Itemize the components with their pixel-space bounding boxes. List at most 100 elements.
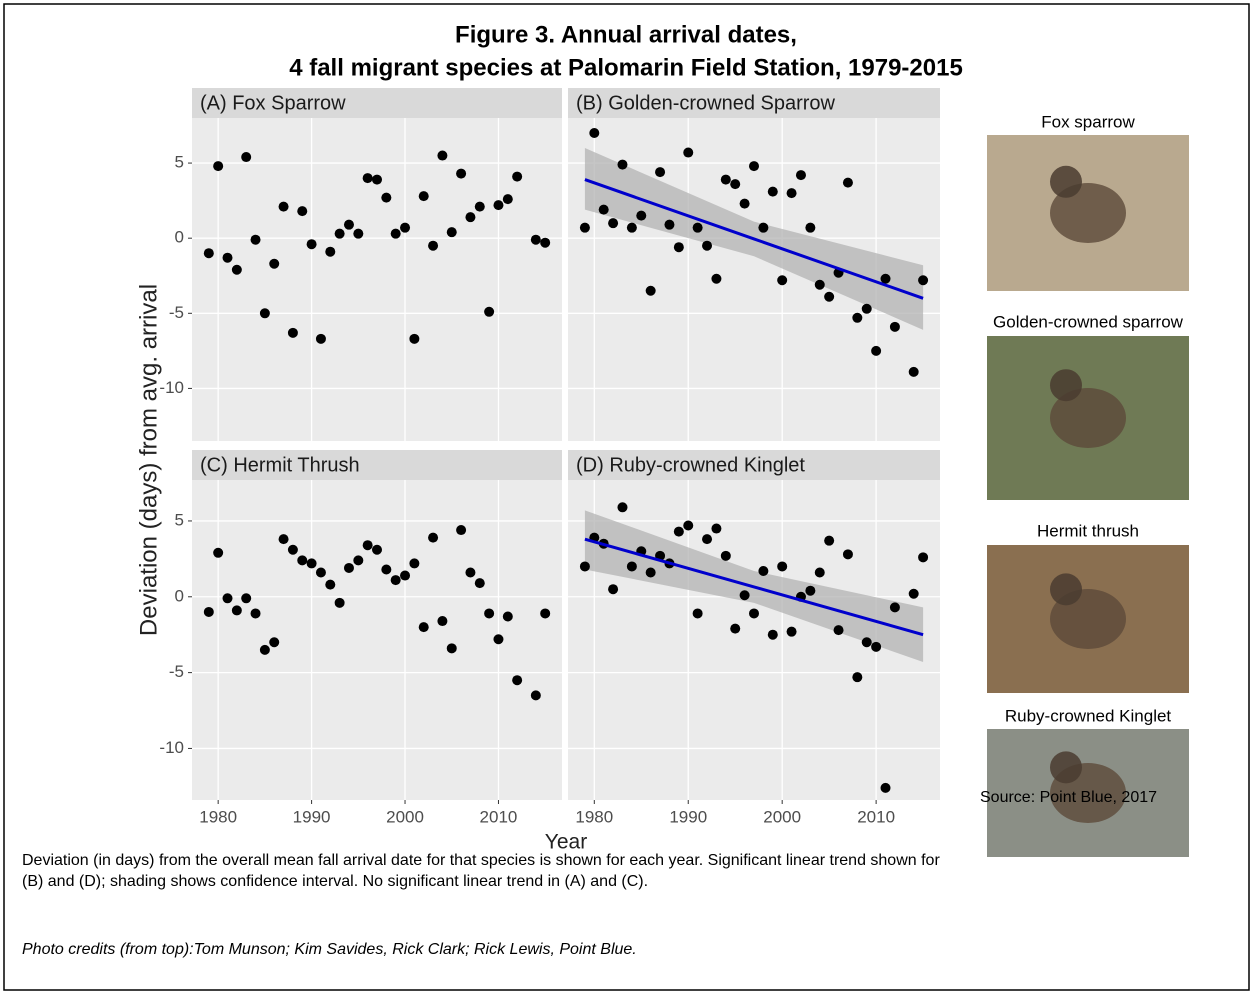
data-point [362, 173, 373, 184]
data-point [842, 177, 853, 188]
data-point [493, 634, 504, 645]
data-point [259, 644, 270, 655]
data-point [889, 602, 900, 613]
data-point [325, 246, 336, 257]
data-point [692, 222, 703, 233]
data-point [334, 597, 345, 608]
data-point [343, 562, 354, 573]
data-point [325, 579, 336, 590]
data-point [484, 306, 495, 317]
panel-title: (B) Golden-crowned Sparrow [576, 92, 836, 114]
photo-bird-head [1050, 751, 1082, 784]
data-point [222, 593, 233, 604]
data-point [203, 606, 214, 617]
data-point [711, 523, 722, 534]
data-point [608, 218, 619, 229]
data-point [446, 643, 457, 654]
data-point [512, 675, 523, 686]
y-tick-label: 0 [175, 228, 184, 247]
data-point [428, 532, 439, 543]
data-point [786, 188, 797, 199]
data-point [334, 228, 345, 239]
data-point [636, 210, 647, 221]
data-point [269, 637, 280, 648]
data-point [852, 312, 863, 323]
data-point [692, 608, 703, 619]
data-point [767, 629, 778, 640]
data-point [353, 228, 364, 239]
data-point [814, 567, 825, 578]
title-line: 4 fall migrant species at Palomarin Fiel… [289, 54, 963, 81]
strip-header [568, 450, 940, 480]
data-point [362, 540, 373, 551]
data-point [918, 275, 929, 286]
data-point [908, 588, 919, 599]
data-point [739, 198, 750, 209]
data-point [579, 222, 590, 233]
data-point [777, 275, 788, 286]
y-axis-label: Deviation (days) from avg. arrival [135, 284, 162, 636]
data-point [833, 625, 844, 636]
data-point [540, 237, 551, 248]
data-point [786, 626, 797, 637]
data-point [730, 623, 741, 634]
data-point [617, 159, 628, 170]
data-point [456, 168, 467, 179]
data-point [720, 550, 731, 561]
data-point [315, 567, 326, 578]
y-tick-label: 5 [175, 153, 184, 172]
data-point [390, 575, 401, 586]
data-point [711, 273, 722, 284]
panel-title: (A) Fox Sparrow [200, 92, 346, 114]
data-point [739, 590, 750, 601]
data-point [437, 616, 448, 627]
photo-label: Hermit thrush [1037, 521, 1139, 540]
photo-bird-head [1050, 369, 1082, 402]
data-point [730, 179, 741, 190]
data-point [297, 206, 308, 217]
x-tick-label: 1990 [669, 807, 707, 826]
panel-title: (D) Ruby-crowned Kinglet [576, 454, 805, 476]
data-point [512, 171, 523, 182]
data-point [250, 608, 261, 619]
photo-label: Golden-crowned sparrow [993, 312, 1184, 331]
data-point [664, 219, 675, 230]
photo-label: Fox sparrow [1041, 112, 1135, 131]
data-point [702, 534, 713, 545]
data-point [852, 672, 863, 683]
data-point [353, 555, 364, 566]
x-tick-label: 1990 [293, 807, 331, 826]
data-point [795, 170, 806, 181]
strip-header [192, 88, 562, 118]
panel-background [192, 118, 562, 441]
y-tick-label: -5 [169, 303, 184, 322]
photo-bird [1050, 388, 1126, 448]
data-point [617, 502, 628, 513]
data-point [456, 525, 467, 536]
y-tick-label: 5 [175, 510, 184, 529]
y-tick-label: -10 [159, 738, 184, 757]
data-point [880, 273, 891, 284]
data-point [287, 544, 298, 555]
frame [3, 3, 1250, 991]
data-point [213, 547, 224, 558]
data-point [269, 258, 280, 269]
data-point [880, 782, 891, 793]
data-point [749, 161, 759, 172]
data-point [203, 248, 214, 259]
strip-header [568, 88, 940, 118]
data-point [278, 201, 289, 212]
trend-line [584, 537, 924, 637]
panel-background [192, 480, 562, 800]
data-point [343, 219, 354, 230]
data-point [540, 608, 551, 619]
data-point [805, 222, 816, 233]
y-tick-label: -10 [159, 378, 184, 397]
data-point [465, 567, 476, 578]
x-tick-label: 1980 [575, 807, 613, 826]
data-point [824, 535, 835, 546]
data-point [645, 285, 656, 296]
data-point [673, 526, 684, 537]
